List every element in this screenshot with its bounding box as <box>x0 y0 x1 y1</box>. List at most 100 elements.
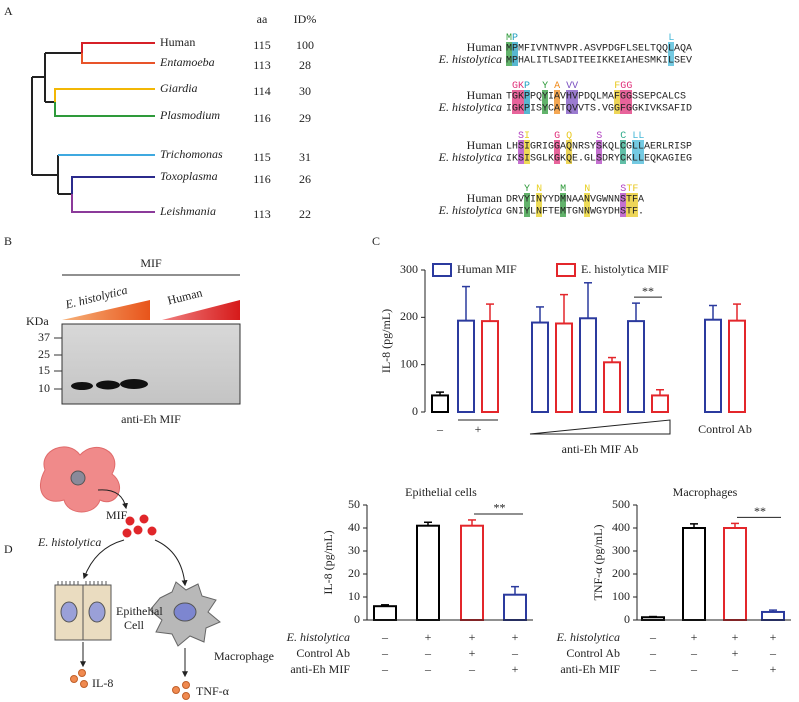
residue-highlight <box>614 90 620 114</box>
bar <box>728 319 746 413</box>
legend-swatch <box>432 263 452 277</box>
y-tick-label: 0 <box>412 404 418 418</box>
condition-mark: + <box>770 630 777 644</box>
dose-triangle <box>529 419 671 435</box>
residue-highlight <box>638 140 644 164</box>
sequence: LHSIGRIGGAQNRSYSKQLCGLLAERLRISP <box>506 142 692 153</box>
mif-molecules <box>122 514 157 538</box>
tree-branch <box>71 176 155 194</box>
microvilli <box>57 581 107 585</box>
condition-mark: – <box>381 646 389 660</box>
tnf-dot <box>182 692 190 700</box>
mif-dot <box>133 525 143 535</box>
tnf-dot <box>172 686 180 694</box>
diagram-label: E. histolytica <box>37 535 101 549</box>
identity: 31 <box>299 150 311 164</box>
legend-swatch <box>556 263 576 277</box>
y-tick-label: 300 <box>612 543 630 557</box>
condition-mark: – <box>424 662 432 676</box>
residue-highlight <box>536 193 542 217</box>
residue-highlight <box>518 140 524 164</box>
residue-highlight <box>596 140 602 164</box>
y-tick-label: 400 <box>612 520 630 534</box>
condition-mark: + <box>691 630 698 644</box>
condition-mark: + <box>770 662 777 676</box>
condition-mark: – <box>511 646 519 660</box>
antibody-label: anti-Eh MIF <box>121 412 181 426</box>
diagram-label: TNF-α <box>196 684 230 698</box>
y-tick-label: 40 <box>348 520 360 534</box>
condition-label: anti-Eh MIF <box>560 662 620 676</box>
taxon-name: Entamoeba <box>159 55 215 69</box>
arrow <box>97 489 128 510</box>
sequence: IKSISGLKGKQE.GLSDRYCKLLEQKAGIEG <box>506 154 692 165</box>
blot-band <box>120 379 148 389</box>
residue-highlight <box>512 90 518 114</box>
blot-title: MIF <box>140 256 162 270</box>
aa-length: 113 <box>253 207 271 221</box>
sequence-label: Human <box>467 138 502 152</box>
residue-highlight <box>524 193 530 217</box>
legend-label: E. histolytica MIF <box>581 262 669 276</box>
bar <box>481 320 499 413</box>
cell-nucleus <box>88 601 106 623</box>
blot-band <box>96 380 120 390</box>
condition-mark: – <box>690 646 698 660</box>
il8-molecules <box>70 669 88 688</box>
condition-mark: + <box>732 630 739 644</box>
residue-highlight <box>542 90 548 114</box>
aa-length: 114 <box>253 84 271 98</box>
residue-highlight <box>632 140 638 164</box>
bar <box>579 317 597 413</box>
macrophage-nucleus <box>173 602 197 622</box>
condition-mark: + <box>512 662 519 676</box>
marker-label: 37 <box>38 330 50 344</box>
consensus: GKP Y A VV FGG <box>506 81 632 92</box>
column-header: ID% <box>294 12 317 26</box>
condition-mark: – <box>769 646 777 660</box>
consensus: SI G Q S C LL <box>506 131 644 142</box>
mif-dot <box>139 514 149 524</box>
y-tick-label: 10 <box>348 589 360 603</box>
residue-highlight <box>572 90 578 114</box>
marker-label: 15 <box>38 363 50 377</box>
bar <box>627 320 645 413</box>
bar <box>761 610 785 622</box>
consensus: Y N M N STF <box>506 184 638 195</box>
residue-highlight <box>626 90 632 114</box>
bar <box>503 593 527 622</box>
condition-mark: – <box>468 662 476 676</box>
tree-branch <box>32 155 72 195</box>
bar <box>682 527 706 621</box>
condition-label: anti-Eh MIF <box>290 662 350 676</box>
y-tick-label: 0 <box>624 612 630 626</box>
aa-length: 116 <box>253 172 271 186</box>
amoeba-nucleus <box>70 470 86 486</box>
aa-length: 115 <box>253 150 271 164</box>
y-tick-label: 200 <box>400 309 418 323</box>
arrow <box>154 539 188 587</box>
blot-membrane <box>61 323 241 405</box>
residue-highlight <box>524 140 530 164</box>
panel-label: B <box>4 234 12 248</box>
taxon-name: Human <box>160 35 195 49</box>
aa-length: 113 <box>253 58 271 72</box>
residue-highlight <box>512 42 518 66</box>
identity: 22 <box>299 207 311 221</box>
taxon-name: Leishmania <box>159 204 216 218</box>
residue-highlight <box>626 193 632 217</box>
condition-mark: + <box>425 630 432 644</box>
tree-branch <box>71 194 155 213</box>
bar <box>373 605 397 622</box>
condition-mark: – <box>381 630 389 644</box>
sequence: MPMFIVNTNVPR.ASVPDGFLSELTQQLAQA <box>506 44 692 55</box>
y-axis-label: IL-8 (pg/mL) <box>321 530 335 594</box>
residue-highlight <box>620 90 626 114</box>
x-tick-label: – <box>436 422 444 436</box>
bar <box>651 394 669 413</box>
residue-highlight <box>566 140 572 164</box>
sequence: TGKPPQYIAVHVPDQLMAFGGSSEPCALCS <box>506 92 686 103</box>
bar <box>531 321 549 414</box>
significance-label: ** <box>642 284 654 298</box>
